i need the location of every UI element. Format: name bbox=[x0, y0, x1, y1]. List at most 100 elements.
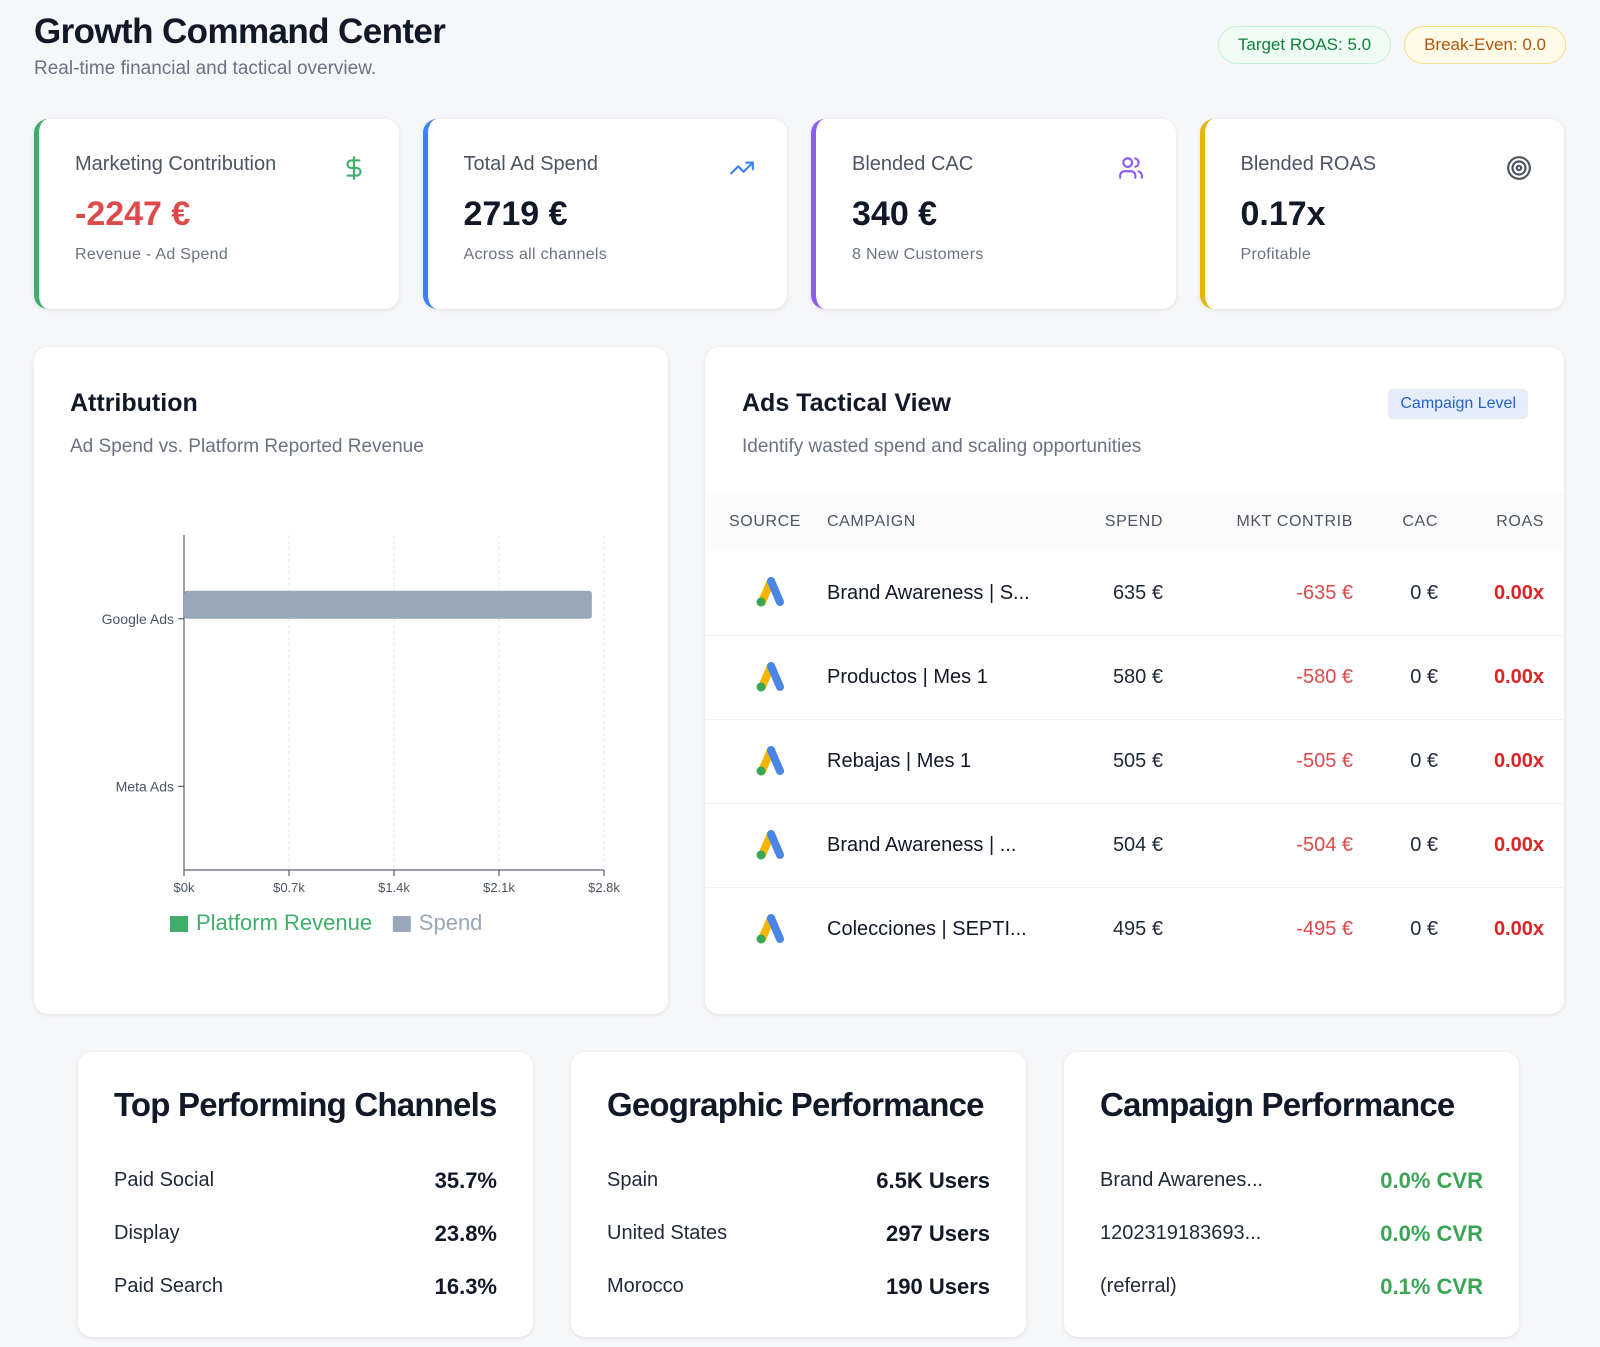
list-item: United States 297 Users bbox=[607, 1207, 990, 1260]
geographic-card: Geographic Performance Spain 6.5K Users U… bbox=[571, 1052, 1026, 1337]
kpi-note: Profitable bbox=[1240, 246, 1312, 263]
attribution-title: Attribution bbox=[70, 389, 198, 417]
country-name: Morocco bbox=[607, 1275, 684, 1297]
kpi-label: Marketing Contribution bbox=[75, 153, 277, 175]
table-row[interactable]: Productos | Mes 1 580 € -580 € 0 € 0.00x bbox=[705, 635, 1564, 719]
kpi-value: 0.17x bbox=[1240, 195, 1326, 233]
col-mkt-contrib[interactable]: MKT CONTRIB bbox=[1236, 513, 1353, 530]
ads-subtitle: Identify wasted spend and scaling opport… bbox=[742, 436, 1142, 457]
google-ads-icon bbox=[756, 661, 784, 691]
attribution-chart: $0k $0.7k $1.4k $2.1k $2.8k Google Ads Meta Ad… bbox=[102, 535, 620, 935]
source-cell bbox=[705, 572, 827, 614]
roas-value: 0.00x bbox=[1493, 750, 1544, 772]
roas-value: 0.00x bbox=[1493, 834, 1544, 856]
kpi-note: Across all channels bbox=[463, 246, 608, 263]
kpi-blended-cac: Blended CAC 340 € 8 New Customers bbox=[811, 119, 1176, 309]
spend-value: 635 € bbox=[1112, 581, 1163, 604]
channel-name: Paid Search bbox=[114, 1275, 223, 1297]
attribution-subtitle: Ad Spend vs. Platform Reported Revenue bbox=[70, 436, 424, 457]
list-item: 1202319183693... 0.0% CVR bbox=[1100, 1207, 1483, 1260]
contrib-value: -580 € bbox=[1296, 666, 1353, 688]
y-tick-label: Google Ads bbox=[102, 611, 174, 627]
contrib-value: -495 € bbox=[1296, 918, 1353, 940]
spend-value: 505 € bbox=[1112, 750, 1163, 772]
channel-value: 23.8% bbox=[434, 1220, 497, 1246]
x-tick-label: $0.7k bbox=[273, 880, 305, 895]
list-item: Morocco 190 Users bbox=[607, 1260, 990, 1313]
cac-value: 0 € bbox=[1410, 666, 1438, 688]
bar-spend bbox=[184, 590, 592, 619]
target-roas-badge: Target ROAS: 5.0 bbox=[1217, 26, 1392, 64]
list-item: Display 23.8% bbox=[114, 1207, 497, 1260]
channels-title: Top Performing Channels bbox=[114, 1086, 497, 1123]
ads-table: SOURCE CAMPAIGN SPEND MKT CONTRIB CAC RO… bbox=[705, 493, 1564, 971]
contrib-value: -505 € bbox=[1296, 750, 1353, 772]
kpi-note: 8 New Customers bbox=[852, 246, 984, 263]
legend-swatch bbox=[170, 916, 188, 932]
campaign-name[interactable]: Brand Awareness | ... bbox=[827, 834, 1017, 856]
col-roas[interactable]: ROAS bbox=[1496, 513, 1544, 530]
table-header: SOURCE CAMPAIGN SPEND MKT CONTRIB CAC RO… bbox=[705, 493, 1564, 551]
col-spend[interactable]: SPEND bbox=[1104, 513, 1163, 530]
table-row[interactable]: Brand Awareness | ... 504 € -504 € 0 € 0.00x bbox=[705, 803, 1564, 887]
campaign-name[interactable]: Brand Awareness | S... bbox=[827, 581, 1030, 604]
list-item: Spain 6.5K Users bbox=[607, 1154, 990, 1207]
campaign-name[interactable]: Rebajas | Mes 1 bbox=[827, 750, 972, 772]
list-item: (referral) 0.1% CVR bbox=[1100, 1260, 1483, 1313]
kpi-marketing-contribution: Marketing Contribution -2247 € Revenue -… bbox=[34, 119, 399, 309]
target-icon bbox=[1507, 156, 1531, 180]
geo-title: Geographic Performance bbox=[607, 1086, 985, 1123]
country-users: 6.5K Users bbox=[876, 1167, 990, 1193]
kpi-label: Total Ad Spend bbox=[463, 153, 599, 175]
table-row[interactable]: Colecciones | SEPTI... 495 € -495 € 0 € 0.00… bbox=[705, 887, 1564, 971]
kpi-label: Blended CAC bbox=[852, 153, 974, 175]
page-title: Growth Command Center bbox=[34, 12, 446, 51]
table-row[interactable]: Rebajas | Mes 1 505 € -505 € 0 € 0.00x bbox=[705, 719, 1564, 803]
campaign-cvr: 0.0% CVR bbox=[1380, 1167, 1483, 1193]
list-item: Brand Awarenes... 0.0% CVR bbox=[1100, 1154, 1483, 1207]
attribution-card: $0k $0.7k $1.4k $2.1k $2.8k Google Ads Meta Ad… bbox=[34, 347, 668, 1014]
cac-value: 0 € bbox=[1410, 581, 1438, 604]
break-even-badge: Break-Even: 0.0 bbox=[1404, 26, 1566, 64]
channel-name: Paid Social bbox=[114, 1169, 215, 1191]
col-campaign[interactable]: CAMPAIGN bbox=[827, 513, 916, 530]
legend-label: Spend bbox=[419, 910, 483, 935]
list-item: Paid Search 16.3% bbox=[114, 1260, 497, 1313]
contrib-value: -635 € bbox=[1296, 581, 1353, 604]
dollar-icon bbox=[345, 156, 362, 180]
kpi-label: Blended ROAS bbox=[1240, 153, 1377, 175]
col-source[interactable]: SOURCE bbox=[729, 513, 802, 530]
users-icon bbox=[1118, 157, 1143, 179]
kpi-total-ad-spend: Total Ad Spend 2719 € Across all channel… bbox=[422, 119, 787, 309]
contrib-value: -504 € bbox=[1296, 834, 1353, 856]
kpi-blended-roas: Blended ROAS 0.17x Profitable bbox=[1199, 119, 1564, 309]
table-row[interactable]: Brand Awareness | S... 635 € -635 € 0 € 0.00… bbox=[705, 551, 1564, 635]
google-ads-icon bbox=[756, 745, 784, 775]
ads-title: Ads Tactical View bbox=[742, 389, 951, 417]
kpi-value: 2719 € bbox=[463, 195, 568, 233]
page-subtitle: Real-time financial and tactical overvie… bbox=[34, 58, 377, 79]
col-cac[interactable]: CAC bbox=[1402, 513, 1438, 530]
campaign-level-badge[interactable]: Campaign Level bbox=[1388, 389, 1528, 419]
channel-value: 16.3% bbox=[434, 1273, 497, 1299]
kpi-value: -2247 € bbox=[75, 195, 191, 233]
campaign-name[interactable]: Productos | Mes 1 bbox=[827, 666, 988, 688]
source-cell bbox=[705, 657, 827, 699]
x-tick-label: $1.4k bbox=[378, 880, 410, 895]
country-name: Spain bbox=[607, 1169, 659, 1191]
campaign-name[interactable]: Colecciones | SEPTI... bbox=[827, 918, 1027, 940]
legend-label: Platform Revenue bbox=[196, 910, 372, 935]
country-users: 190 Users bbox=[886, 1273, 990, 1299]
kpi-value: 340 € bbox=[852, 195, 938, 233]
ads-tactical-card: Ads Tactical View Identify wasted spend … bbox=[705, 347, 1564, 1014]
spend-value: 495 € bbox=[1112, 918, 1163, 940]
google-ads-icon bbox=[756, 577, 784, 607]
list-item: Paid Social 35.7% bbox=[114, 1154, 497, 1207]
country-users: 297 Users bbox=[886, 1220, 990, 1246]
roas-value: 0.00x bbox=[1493, 581, 1544, 604]
kpi-note: Revenue - Ad Spend bbox=[75, 246, 229, 263]
cac-value: 0 € bbox=[1410, 750, 1438, 772]
country-name: United States bbox=[607, 1222, 728, 1244]
x-tick-label: $0k bbox=[174, 880, 195, 895]
google-ads-icon bbox=[756, 829, 784, 859]
